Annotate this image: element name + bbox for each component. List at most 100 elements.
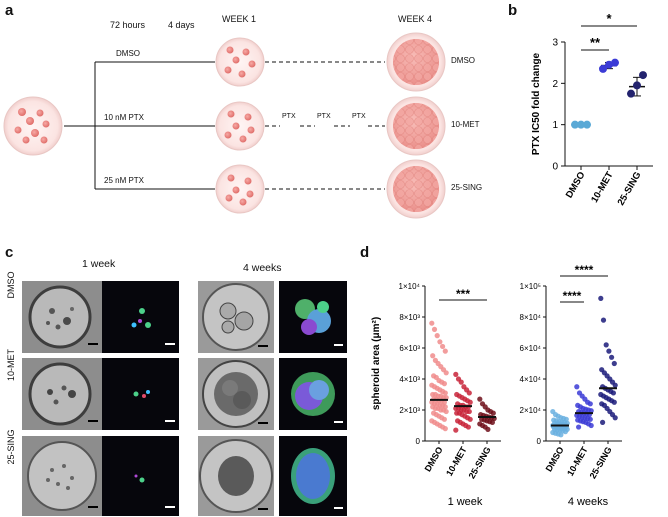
data-point (612, 415, 618, 421)
tick-label-x: 25-SING (588, 445, 614, 480)
label-cond-ptx25: 25 nM PTX (104, 176, 145, 185)
data-point (458, 379, 464, 385)
micrograph-fl-dmso-1w (102, 281, 179, 353)
data-point (466, 408, 472, 415)
label-outcome-sing: 25-SING (451, 183, 483, 192)
data-point (611, 58, 619, 67)
tick-label-y: 8×10³ (399, 313, 420, 322)
data-point (599, 64, 607, 73)
micrograph-fl-sing-1w (102, 436, 179, 516)
data-point (606, 348, 612, 354)
micrograph-bf-met-1w (22, 358, 102, 430)
data-point (611, 360, 617, 367)
data-point (434, 333, 440, 339)
micrograph-fl-sing-4w (279, 436, 347, 516)
week1-dish-sing (215, 164, 265, 214)
axis-label-x: 1 week (448, 496, 483, 508)
tick-label-y: 1×10⁵ (520, 282, 541, 291)
micrograph-fl-dmso-4w (279, 281, 347, 353)
row-label-met: 10-MET (6, 349, 16, 382)
tick-label-x: DMSO (564, 170, 588, 200)
row-label-sing: 25-SING (6, 429, 16, 465)
label-ptx-1: PTX (282, 113, 296, 120)
tick-label-y: 3 (552, 38, 558, 49)
row-label-dmso: DMSO (6, 271, 16, 299)
tick-label-y: 4×10³ (399, 375, 420, 384)
start-dish (3, 96, 63, 156)
label-outcome-met: 10-MET (451, 120, 480, 129)
sig-label: *** (456, 287, 470, 301)
data-point (477, 396, 483, 402)
tick-label-y: 2 (552, 79, 558, 90)
label-week1: WEEK 1 (222, 14, 257, 24)
label-4-days: 4 days (168, 20, 195, 30)
data-point (571, 120, 579, 129)
label-cond-dmso: DMSO (116, 49, 140, 58)
sig-label: ** (590, 35, 601, 50)
data-point (576, 424, 582, 430)
label-week4: WEEK 4 (398, 14, 433, 24)
tick-label-y: 1 (552, 120, 558, 131)
chart-b-ic50: 0 1 2 3 PTX IC50 fold change DMSO 10-MET 25-SIN… (531, 11, 653, 208)
week4-dish-met (386, 96, 446, 156)
data-point (442, 426, 448, 432)
col-label-week4: 4 weeks (243, 262, 282, 274)
data-point (610, 390, 616, 396)
data-point (612, 382, 618, 388)
axis-label-y: spheroid area (μm²) (371, 317, 382, 410)
micrograph-fl-met-1w (102, 358, 179, 430)
data-point (443, 408, 449, 415)
micrograph-bf-dmso-4w (198, 281, 274, 353)
week4-dish-dmso (386, 32, 446, 92)
data-point (453, 427, 459, 433)
data-point (562, 429, 568, 435)
data-point (587, 401, 593, 407)
tick-label-y: 0 (537, 437, 542, 446)
chart-d-spheroid-area: 0 2×10³ 4×10³ 6×10³ 8×10³ 1×10⁴ spheroid area … (371, 263, 622, 508)
data-point (440, 343, 446, 350)
data-point (583, 120, 591, 129)
data-point (633, 81, 641, 90)
data-point (490, 410, 496, 416)
label-ptx-2: PTX (317, 113, 331, 120)
data-point (611, 399, 617, 405)
tick-label-y: 8×10⁴ (520, 313, 542, 322)
tick-label-y: 6×10³ (399, 344, 420, 353)
data-point (441, 416, 447, 422)
label-72-hours: 72 hours (110, 20, 146, 30)
tick-label-y: 2×10³ (399, 406, 420, 415)
label-outcome-dmso: DMSO (451, 56, 475, 65)
micrograph-bf-dmso-1w (22, 281, 102, 353)
micrograph-bf-sing-1w (22, 436, 102, 516)
data-point (588, 422, 594, 429)
tick-label-x: 25-SING (616, 170, 644, 208)
data-point (485, 426, 491, 432)
panel-letter-d: d (360, 244, 370, 261)
tick-label-y: 1×10⁴ (399, 282, 421, 291)
data-point (430, 353, 436, 359)
tick-label-x: DMSO (544, 445, 566, 473)
tick-label-y: 0 (416, 437, 421, 446)
data-point (587, 416, 593, 422)
tick-label-y: 0 (552, 162, 558, 173)
label-cond-ptx10: 10 nM PTX (104, 113, 145, 122)
data-point (603, 342, 609, 348)
micrograph-bf-sing-4w (198, 436, 274, 516)
panel-letter-c: c (5, 244, 14, 261)
branch-lines (64, 61, 385, 190)
tick-label-x: 10-MET (444, 445, 469, 478)
micrograph-bf-met-4w (198, 358, 274, 430)
week1-dish-met (215, 101, 265, 151)
sig-label: **** (563, 289, 582, 303)
micrograph-fl-met-4w (279, 358, 347, 430)
data-point (453, 371, 459, 377)
label-ptx-3: PTX (352, 113, 366, 120)
week4-dish-sing (386, 159, 446, 219)
axis-label-y: PTX IC50 fold change (531, 52, 542, 155)
data-point (437, 339, 443, 345)
data-point (558, 432, 564, 438)
sig-label: * (606, 11, 612, 26)
data-point (466, 390, 472, 396)
data-point (442, 390, 448, 396)
data-point (598, 295, 604, 301)
